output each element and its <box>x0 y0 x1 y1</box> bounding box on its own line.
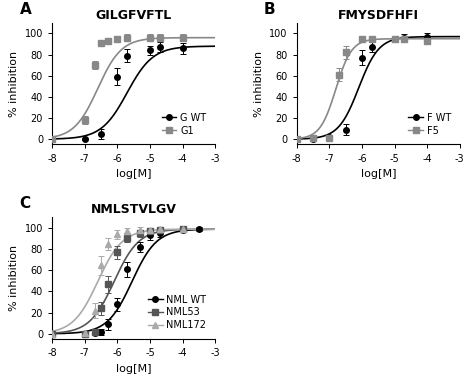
Legend: G WT, G1: G WT, G1 <box>158 109 210 139</box>
Title: GILGFVFTL: GILGFVFTL <box>96 9 172 22</box>
Y-axis label: % inhibition: % inhibition <box>9 245 19 311</box>
Title: FMYSDFHFI: FMYSDFHFI <box>338 9 419 22</box>
Text: A: A <box>19 2 31 17</box>
Text: C: C <box>19 196 31 211</box>
Text: B: B <box>264 2 276 17</box>
Legend: F WT, F5: F WT, F5 <box>404 109 455 139</box>
X-axis label: log[M]: log[M] <box>361 169 396 179</box>
Title: NMLSTVLGV: NMLSTVLGV <box>91 203 177 216</box>
X-axis label: log[M]: log[M] <box>116 169 151 179</box>
X-axis label: log[M]: log[M] <box>116 364 151 374</box>
Y-axis label: % inhibition: % inhibition <box>9 51 19 117</box>
Y-axis label: % inhibition: % inhibition <box>254 51 264 117</box>
Legend: NML WT, NML53, NML172: NML WT, NML53, NML172 <box>144 291 210 334</box>
